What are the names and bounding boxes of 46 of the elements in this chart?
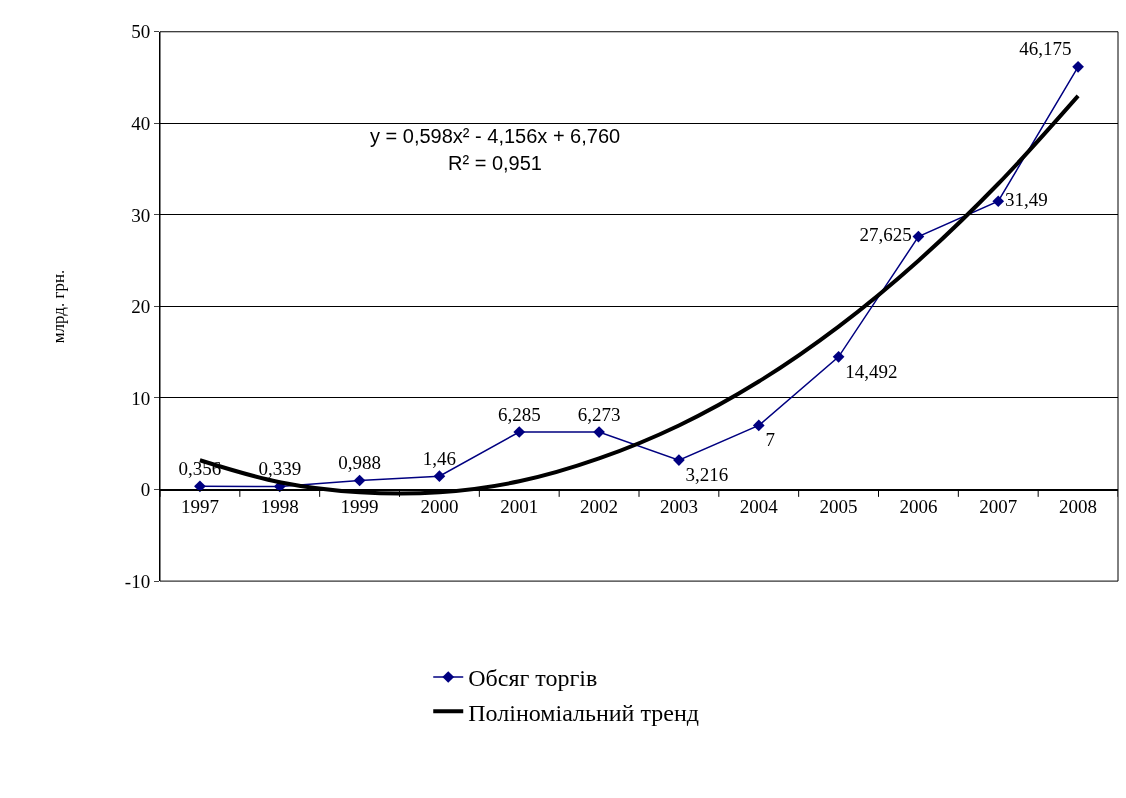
data-label: 27,625 <box>859 224 912 246</box>
x-tick-label: 2007 <box>979 496 1018 518</box>
y-axis-title: млрд. грн. <box>49 269 69 344</box>
data-label: 0,339 <box>258 458 302 480</box>
data-label: 0,988 <box>338 452 381 474</box>
x-tick-label: 2001 <box>500 496 539 518</box>
x-tick-label: 2002 <box>580 496 619 518</box>
x-tick-label: 2006 <box>899 496 938 518</box>
y-tick-label: 30 <box>131 204 151 226</box>
point <box>992 195 1005 208</box>
point <box>593 426 605 438</box>
x-tick-label: 2003 <box>659 496 698 518</box>
point <box>513 426 526 438</box>
data-label: 6,285 <box>497 403 541 425</box>
legend-label: Обсяг торгів <box>468 665 598 692</box>
x-tick-label: 2004 <box>739 496 779 518</box>
y-tick-label: 20 <box>131 296 151 318</box>
point <box>353 474 366 487</box>
data-label: 6,273 <box>577 403 621 425</box>
x-tick-label: 2005 <box>819 496 858 518</box>
point <box>194 480 206 493</box>
data-label: 14,492 <box>845 360 898 382</box>
y-tick-label: 10 <box>131 387 151 409</box>
annotation: y = 0,598x² - 4,156x + 6,760 <box>370 125 621 147</box>
x-tick-label: 2000 <box>420 496 459 518</box>
annotation: R² = 0,951 <box>448 152 542 174</box>
point <box>832 351 845 363</box>
x-tick-label: 1997 <box>180 496 219 518</box>
x-tick-label: 1999 <box>340 496 379 518</box>
x-tick-label: 2008 <box>1059 496 1098 518</box>
point <box>752 419 765 432</box>
point <box>433 470 446 483</box>
y-tick-label: 40 <box>131 112 151 134</box>
x-tick-label: 1998 <box>260 496 299 518</box>
data-label: 3,216 <box>685 463 729 485</box>
data-label: 31,49 <box>1004 188 1048 210</box>
data-label: 46,175 <box>1019 38 1072 60</box>
point <box>673 454 685 466</box>
legend-label: Поліноміальний тренд <box>468 699 699 726</box>
y-tick-label: 50 <box>131 21 151 43</box>
data-label: 1,46 <box>422 447 457 469</box>
y-tick-label: -10 <box>124 570 151 592</box>
data-label: 7 <box>765 429 775 451</box>
point <box>1072 60 1084 73</box>
point <box>912 230 925 243</box>
y-tick-label: 0 <box>140 479 151 501</box>
